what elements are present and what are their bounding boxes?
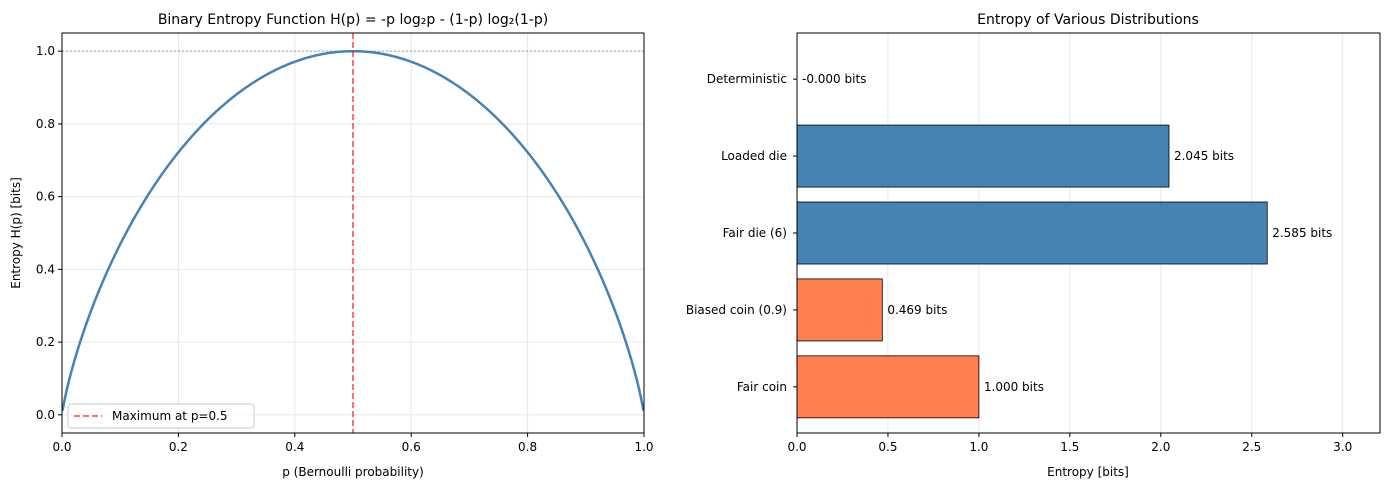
x-tick-label: 2.5 [1242,440,1261,454]
bar-data-label: -0.000 bits [802,72,866,86]
bar-data-label: 1.000 bits [984,380,1044,394]
left-y-axis-label: Entropy H(p) [bits] [9,177,23,289]
x-tick-label: 1.5 [1060,440,1079,454]
category-label: Loaded die [721,149,787,163]
x-tick-label: 2.0 [1151,440,1170,454]
category-label: Fair die (6) [723,226,787,240]
x-tick-label: 0.2 [169,440,188,454]
right-x-axis-label: Entropy [bits] [1047,465,1129,479]
category-label: Deterministic [707,72,787,86]
x-tick-label: 0.5 [878,440,897,454]
x-tick-label: 0.6 [402,440,421,454]
y-tick-label: 0.8 [36,117,55,131]
bar [796,355,980,419]
bar-data-label: 2.585 bits [1272,226,1332,240]
y-tick-label: 0.6 [36,190,55,204]
bar [796,201,1268,265]
x-tick-label: 1.0 [634,440,653,454]
legend-label: Maximum at p=0.5 [112,409,228,423]
y-tick-label: 0.4 [36,262,55,276]
x-tick-label: 1.0 [969,440,988,454]
x-tick-label: 0.0 [787,440,806,454]
right-chart-title: Entropy of Various Distributions [977,12,1199,28]
left-axes-frame [61,32,645,434]
bar [796,278,883,342]
x-tick-label: 0.4 [285,440,304,454]
bar-data-label: 0.469 bits [887,303,947,317]
left-chart-title: Binary Entropy Function H(p) = -p log₂p … [158,12,548,28]
y-tick-label: 0.2 [36,335,55,349]
x-tick-label: 0.0 [52,440,71,454]
left-x-axis-label: p (Bernoulli probability) [282,465,424,479]
bar-data-label: 2.045 bits [1174,149,1234,163]
right-axes-frame [796,32,1381,434]
category-label: Fair coin [737,380,787,394]
x-tick-label: 3.0 [1333,440,1352,454]
binary-entropy-chart: Binary Entropy Function H(p) = -p log₂p … [9,12,654,479]
y-tick-label: 0.0 [36,408,55,422]
legend-box [67,403,255,429]
y-tick-label: 1.0 [36,44,55,58]
distributions-entropy-chart: Entropy of Various Distributions Entropy… [686,12,1381,479]
bar [796,124,1170,188]
x-tick-label: 0.8 [518,440,537,454]
legend: Maximum at p=0.5 [67,403,255,429]
category-label: Biased coin (0.9) [686,303,787,317]
